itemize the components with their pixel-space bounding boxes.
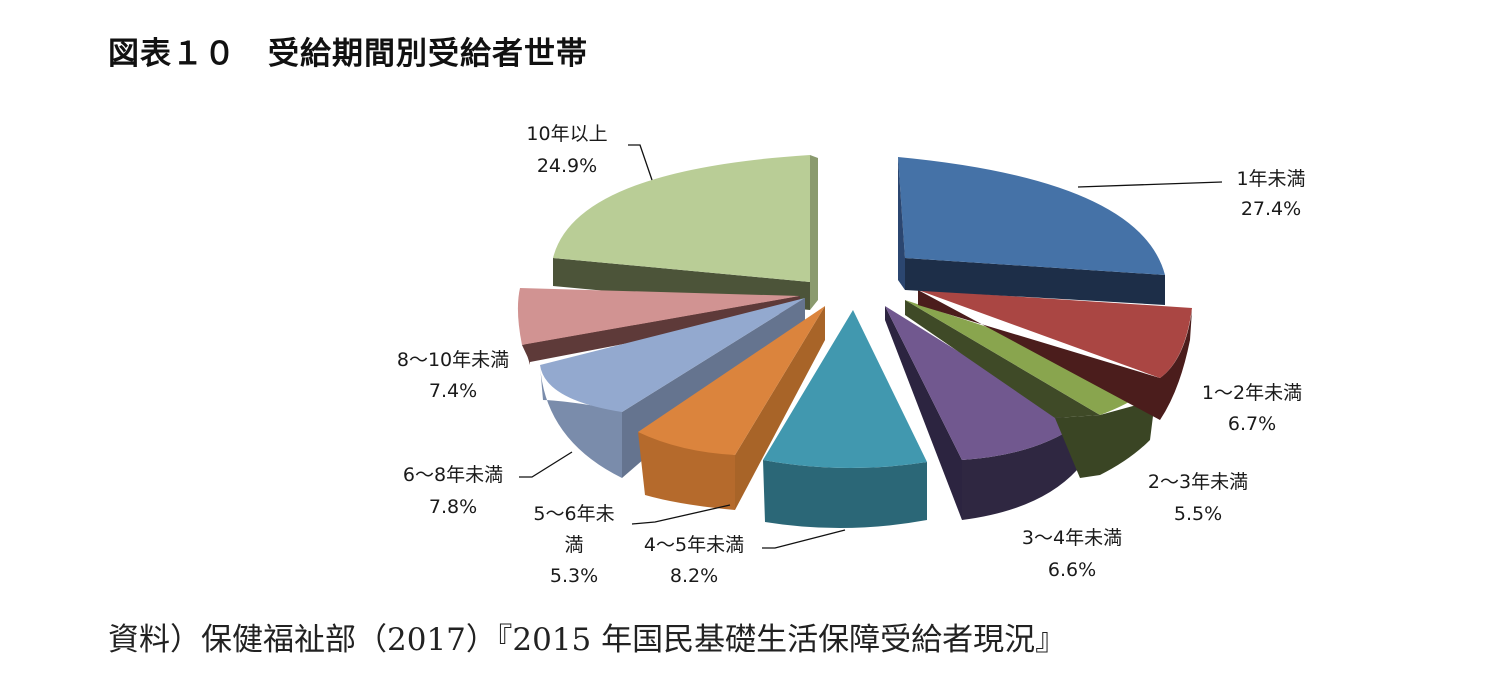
svg-text:7.4%: 7.4% (429, 380, 477, 402)
svg-text:2〜3年未満: 2〜3年未満 (1148, 471, 1248, 493)
chart-title: 図表１０ 受給期間別受給者世帯 (108, 36, 588, 72)
slice-4-5-years (763, 310, 927, 529)
label-6-8-years: 6〜8年未満 7.8% (403, 464, 503, 518)
svg-text:8.2%: 8.2% (670, 565, 718, 587)
svg-text:3〜4年未満: 3〜4年未満 (1022, 527, 1122, 549)
svg-text:5〜6年未: 5〜6年未 (533, 503, 614, 525)
svg-text:6.7%: 6.7% (1228, 413, 1276, 435)
svg-text:1年未満: 1年未満 (1236, 168, 1305, 190)
label-1-2-years: 1〜2年未満 6.7% (1202, 382, 1302, 435)
svg-text:5.5%: 5.5% (1174, 503, 1222, 525)
label-3-4-years: 3〜4年未満 6.6% (1022, 527, 1122, 581)
label-8-10-years: 8〜10年未満 7.4% (397, 349, 509, 402)
label-10-years-plus: 10年以上 24.9% (526, 123, 607, 177)
svg-text:27.4%: 27.4% (1241, 198, 1301, 220)
slice-under-1-year (898, 157, 1165, 305)
svg-text:7.8%: 7.8% (429, 496, 477, 518)
label-4-5-years: 4〜5年未満 8.2% (644, 534, 744, 587)
svg-text:4〜5年未満: 4〜5年未満 (644, 534, 744, 556)
source-note: 資料）保健福祉部（2017）『2015 年国民基礎生活保障受給者現況』 (108, 622, 1067, 658)
svg-text:6.6%: 6.6% (1048, 559, 1096, 581)
leader-lines (519, 144, 1223, 549)
svg-text:1〜2年未満: 1〜2年未満 (1202, 382, 1302, 404)
slice-3-4-years (885, 306, 1077, 520)
slice-10-years-plus (553, 155, 818, 310)
svg-text:5.3%: 5.3% (550, 565, 598, 587)
label-5-6-years: 5〜6年未 満 5.3% (533, 503, 614, 587)
slice-8-10-years (517, 288, 800, 365)
label-2-3-years: 2〜3年未満 5.5% (1148, 471, 1248, 525)
svg-text:8〜10年未満: 8〜10年未満 (397, 349, 509, 371)
svg-text:24.9%: 24.9% (537, 155, 597, 177)
svg-text:6〜8年未満: 6〜8年未満 (403, 464, 503, 486)
label-under-1-year: 1年未満 27.4% (1236, 168, 1305, 220)
slice-5-6-years (638, 306, 825, 510)
svg-text:満: 満 (564, 534, 583, 556)
svg-text:10年以上: 10年以上 (526, 123, 607, 145)
slice-1-2-years (918, 290, 1192, 420)
slice-2-3-years (905, 300, 1155, 478)
